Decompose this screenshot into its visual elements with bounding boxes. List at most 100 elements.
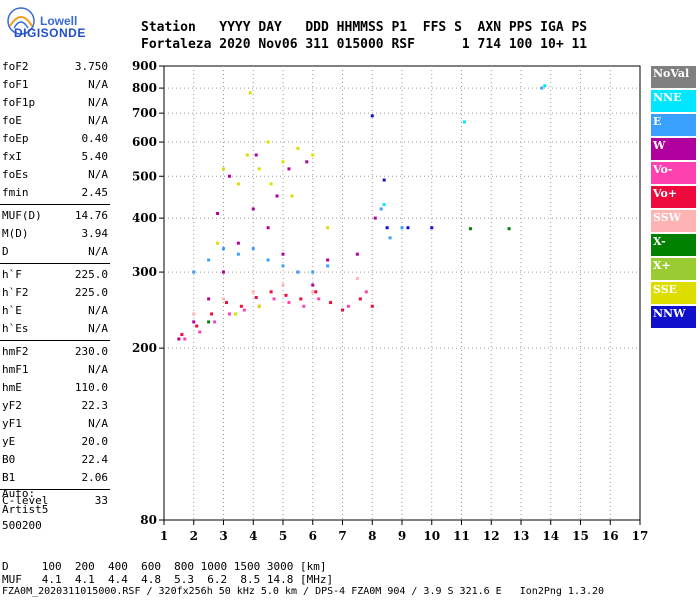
- parameter-row: B1 2.06: [0, 469, 110, 487]
- data-point-w: [216, 211, 220, 215]
- parameter-row: foE N/A: [0, 112, 110, 130]
- data-point-sse: [245, 153, 249, 157]
- x-tick-label: 7: [338, 529, 346, 543]
- data-point-e: [281, 264, 285, 268]
- legend-item-x-: X+: [651, 258, 696, 280]
- data-point-nne: [382, 203, 386, 207]
- data-point-e: [207, 258, 211, 262]
- y-tick-label: 700: [132, 106, 157, 120]
- parameter-value: N/A: [88, 245, 108, 258]
- parameter-value: 225.0: [74, 286, 108, 299]
- parameter-label: D: [2, 245, 9, 258]
- data-point-vo-: [364, 290, 368, 294]
- parameter-value: 3.94: [81, 227, 109, 240]
- data-point-x-: [207, 320, 211, 324]
- x-tick-label: 10: [423, 529, 440, 543]
- data-point-sse: [311, 153, 315, 157]
- legend-item-vo-: Vo+: [651, 186, 696, 208]
- parameter-label: C-level: [2, 494, 49, 507]
- data-point-vo-: [341, 308, 344, 312]
- parameter-label: h`F: [2, 268, 22, 281]
- parameter-divider: [0, 489, 110, 490]
- data-point-vo-: [224, 301, 228, 305]
- auto-label: Auto:: [2, 487, 36, 500]
- data-point-vo-: [254, 295, 258, 299]
- data-point-vo-: [358, 297, 362, 301]
- x-tick-label: 13: [513, 529, 530, 543]
- data-point-nnw: [406, 226, 410, 230]
- x-tick-label: 14: [542, 529, 559, 543]
- parameter-label: B0: [2, 453, 16, 466]
- data-point-w: [305, 160, 309, 164]
- parameter-row: foF1 N/A: [0, 76, 110, 94]
- data-point-ssw: [192, 312, 196, 316]
- parameter-value: 230.0: [74, 345, 108, 358]
- parameter-row: foF1p N/A: [0, 94, 110, 112]
- parameter-panel: foF2 3.750 foF1 N/A foF1p N/A foE N/A foEp 0.40 fx…: [0, 58, 110, 510]
- data-point-vo-: [302, 304, 306, 308]
- parameter-label: h`E: [2, 304, 22, 317]
- data-point-w: [254, 153, 258, 157]
- data-point-w: [251, 207, 255, 211]
- parameter-value: N/A: [88, 417, 108, 430]
- data-point-vo-: [180, 333, 184, 337]
- data-point-w: [236, 241, 240, 245]
- data-point-e: [311, 270, 315, 274]
- autoscale-info: Auto: Artist5 500200: [2, 486, 48, 534]
- data-point-sse: [222, 167, 225, 171]
- polarization-legend: NoVal NNE E W Vo- Vo+ SSW X- X+ SSE NNW: [651, 66, 696, 330]
- data-point-sse: [233, 312, 237, 316]
- parameter-divider: [0, 263, 110, 264]
- y-tick-label: 400: [132, 211, 157, 225]
- data-point-vo-: [299, 297, 303, 301]
- legend-item-sse: SSE: [651, 282, 696, 304]
- data-point-sse: [257, 167, 261, 171]
- parameter-row: yF2 22.3: [0, 397, 110, 415]
- data-point-vo-: [227, 312, 231, 316]
- parameter-row: B0 22.4: [0, 451, 110, 469]
- parameter-row: foEs N/A: [0, 166, 110, 184]
- data-point-w: [355, 252, 359, 256]
- parameter-row: foEp 0.40: [0, 130, 110, 148]
- data-point-vo-: [317, 297, 321, 301]
- parameter-value: 3.750: [74, 60, 108, 73]
- header-values: Fortaleza 2020 Nov06 311 015000 RSF 1 71…: [141, 37, 588, 52]
- parameter-label: h`Es: [2, 322, 29, 335]
- data-point-nne: [462, 120, 466, 124]
- x-tick-label: 1: [160, 529, 168, 543]
- data-point-vo-: [346, 304, 350, 308]
- y-tick-label: 900: [132, 59, 157, 73]
- data-point-w: [177, 337, 181, 341]
- x-tick-label: 4: [249, 529, 257, 543]
- x-tick-label: 8: [368, 529, 376, 543]
- parameter-row: hmF2 230.0: [0, 343, 110, 361]
- data-point-e: [222, 247, 225, 251]
- data-point-vo-: [213, 320, 217, 324]
- parameter-row: h`E N/A: [0, 302, 110, 320]
- parameter-row: D N/A: [0, 243, 110, 261]
- footer-distance-row: D 100 200 400 600 800 1000 1500 3000 [km…: [2, 560, 327, 573]
- header-columns: Station YYYY DAY DDD HHMMSS P1 FFS S AXN…: [141, 20, 588, 35]
- x-tick-label: 11: [453, 529, 470, 543]
- data-point-vo-: [183, 337, 187, 341]
- legend-item-nne: NNE: [651, 90, 696, 112]
- parameter-label: fxI: [2, 150, 22, 163]
- x-tick-label: 6: [309, 529, 317, 543]
- parameter-value: 20.0: [81, 435, 109, 448]
- data-point-ssw: [311, 290, 315, 294]
- data-point-e: [400, 226, 404, 230]
- x-tick-label: 15: [572, 529, 589, 543]
- data-point-vo-: [314, 290, 318, 294]
- data-point-vo-: [239, 304, 243, 308]
- parameter-label: h`F2: [2, 286, 29, 299]
- x-tick-label: 3: [219, 529, 227, 543]
- data-point-ssw: [251, 290, 255, 294]
- y-tick-label: 80: [140, 513, 157, 527]
- x-tick-label: 17: [632, 529, 649, 543]
- parameter-row: fxI 5.40: [0, 148, 110, 166]
- parameter-row: MUF(D) 14.76: [0, 207, 110, 225]
- parameter-value: 33: [94, 494, 108, 507]
- data-point-e: [379, 207, 383, 211]
- data-point-vo-: [284, 293, 288, 297]
- data-point-ssw: [281, 283, 285, 287]
